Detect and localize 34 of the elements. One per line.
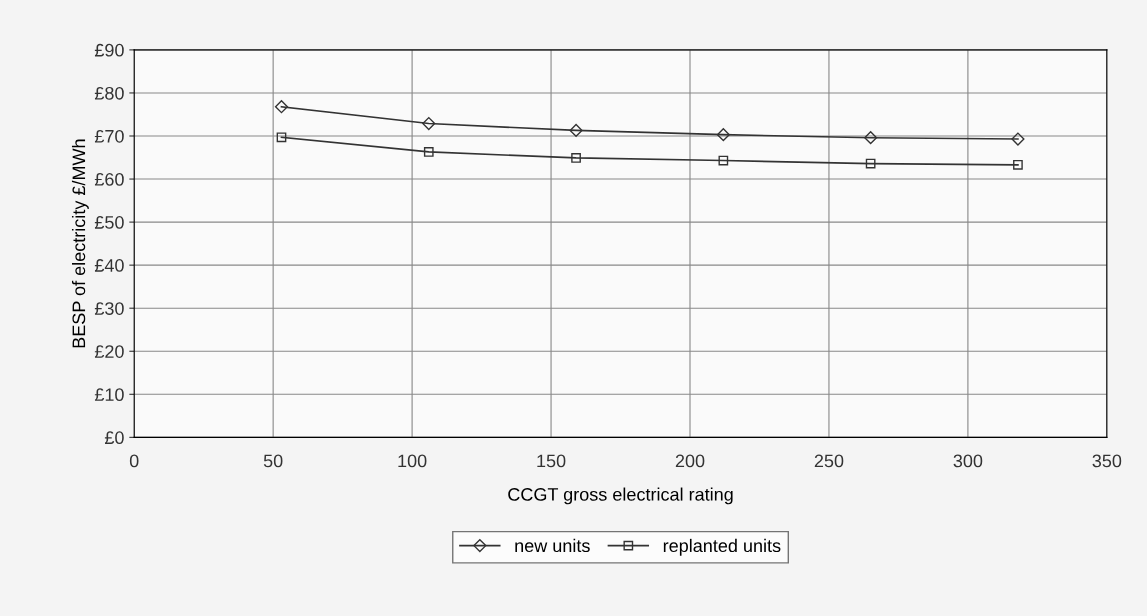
point: [276, 132, 287, 143]
point: [1013, 159, 1023, 170]
x-tick-label: 350: [1092, 454, 1122, 468]
x-tick-label: 150: [537, 454, 566, 468]
y-tick-label: £60: [94, 172, 124, 186]
point: [423, 147, 434, 157]
point: [274, 100, 289, 114]
x-tick-label: 50: [263, 454, 283, 468]
point: [571, 153, 581, 163]
x-axis-title: CCGT gross electrical rating: [508, 487, 733, 505]
y-tick-label: £50: [94, 216, 124, 229]
point: [422, 116, 436, 131]
y-tick-label: £70: [94, 129, 124, 143]
point: [716, 128, 730, 142]
legend-label: replanted units: [663, 538, 781, 556]
y-axis-title: BESP of electricity £/MWh: [71, 139, 89, 348]
point: [569, 123, 583, 137]
legend-label: new units: [515, 538, 590, 553]
x-tick-label: 200: [675, 454, 705, 468]
point: [864, 131, 878, 145]
y-tick-label: £40: [94, 259, 124, 272]
y-tick-label: £30: [94, 302, 124, 315]
y-tick-label: £80: [94, 86, 124, 100]
x-tick-label: 0: [129, 454, 139, 468]
point: [865, 158, 876, 169]
x-tick-label: 250: [814, 454, 844, 468]
x-tick-label: 300: [953, 454, 983, 468]
y-tick-label: £10: [94, 388, 124, 402]
point: [718, 155, 729, 166]
point: [1011, 132, 1025, 146]
y-tick-label: £90: [94, 43, 124, 57]
x-tick-label: 100: [398, 454, 427, 468]
y-tick-label: £0: [104, 431, 124, 445]
y-tick-label: £20: [94, 345, 124, 358]
